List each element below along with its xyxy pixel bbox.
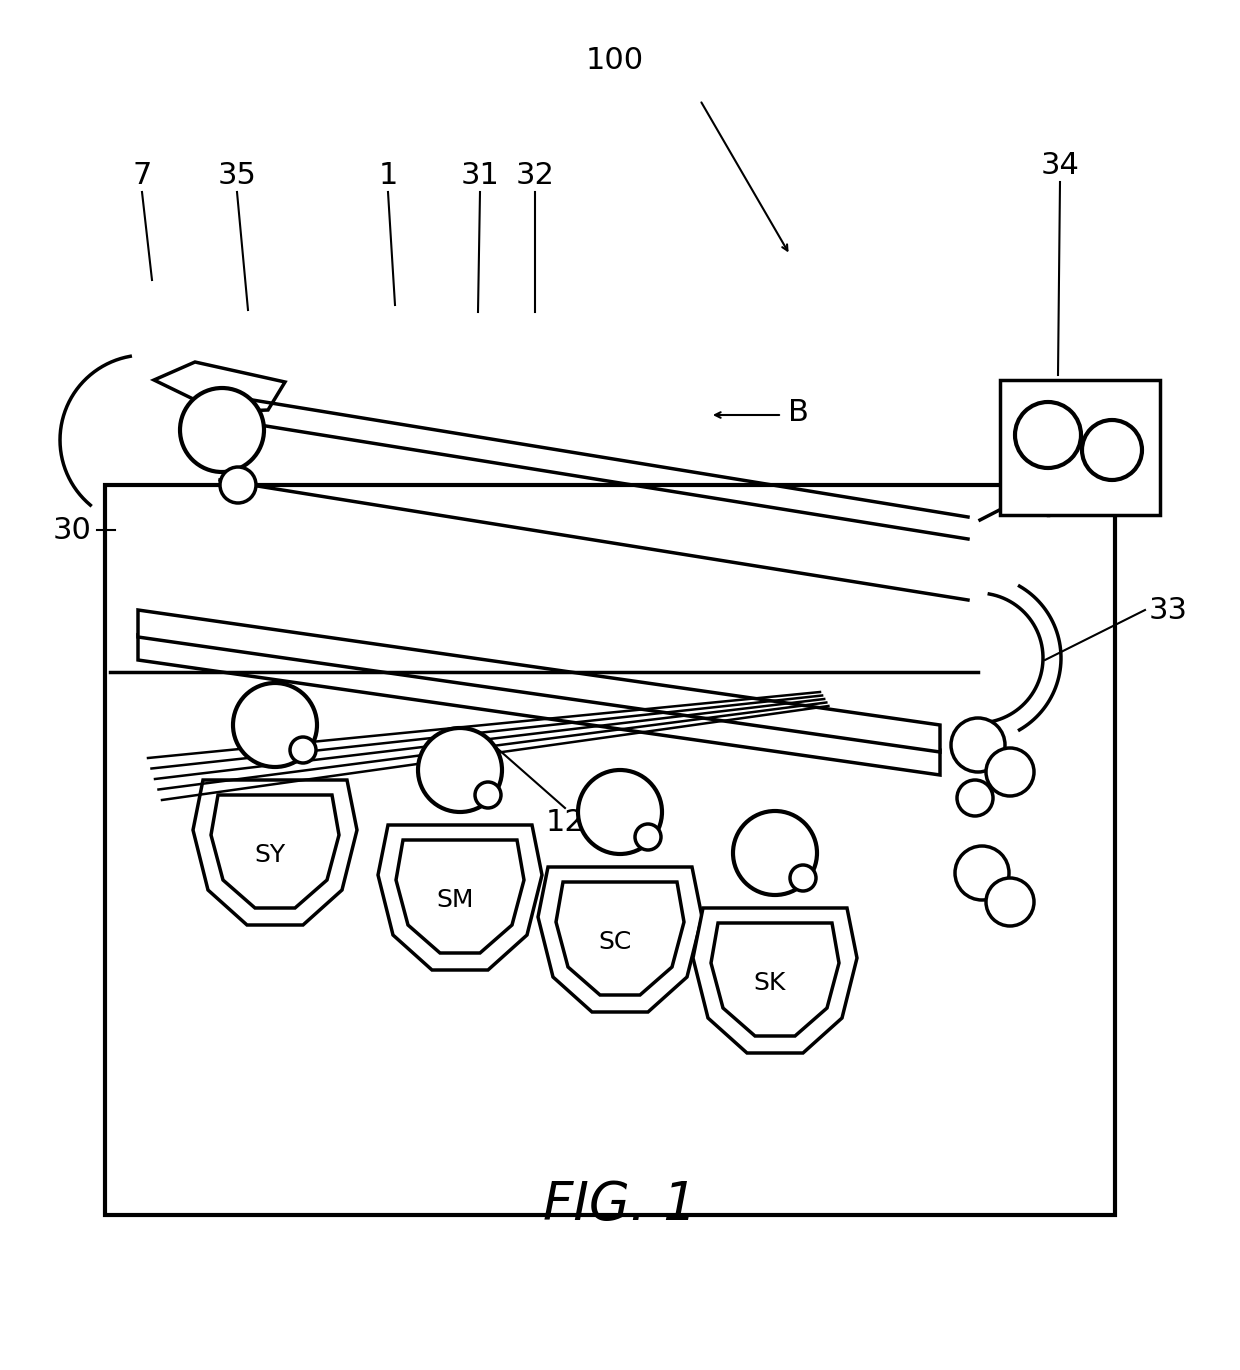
- Circle shape: [733, 811, 817, 895]
- Text: 35: 35: [217, 160, 257, 189]
- Circle shape: [180, 388, 264, 473]
- Text: SM: SM: [436, 888, 474, 912]
- Circle shape: [1083, 421, 1142, 479]
- Polygon shape: [378, 825, 542, 970]
- Polygon shape: [211, 795, 339, 908]
- Text: 12: 12: [546, 807, 584, 837]
- Text: SC: SC: [599, 930, 631, 954]
- Text: 31: 31: [460, 160, 500, 189]
- Circle shape: [955, 847, 1009, 900]
- Circle shape: [957, 780, 993, 817]
- Circle shape: [233, 684, 317, 767]
- Text: 100: 100: [587, 45, 644, 74]
- Circle shape: [578, 770, 662, 854]
- Polygon shape: [396, 840, 525, 954]
- Circle shape: [1016, 401, 1081, 469]
- Circle shape: [986, 878, 1034, 926]
- Polygon shape: [138, 636, 940, 775]
- Text: 30: 30: [52, 515, 92, 544]
- Text: 33: 33: [1148, 596, 1188, 625]
- Text: FIG. 1: FIG. 1: [543, 1180, 697, 1232]
- Circle shape: [418, 727, 502, 812]
- Circle shape: [635, 823, 661, 849]
- Polygon shape: [138, 610, 940, 752]
- Polygon shape: [154, 362, 285, 412]
- Circle shape: [290, 737, 316, 763]
- Circle shape: [951, 718, 1004, 773]
- Circle shape: [790, 864, 816, 890]
- Text: 1: 1: [378, 160, 398, 189]
- Polygon shape: [193, 780, 357, 925]
- Text: SK: SK: [754, 971, 786, 995]
- Polygon shape: [693, 908, 857, 1054]
- Bar: [105, 485, 1115, 1215]
- Circle shape: [475, 782, 501, 808]
- Polygon shape: [538, 867, 702, 1012]
- Text: 32: 32: [516, 160, 554, 189]
- Polygon shape: [556, 882, 684, 995]
- Circle shape: [986, 748, 1034, 796]
- Circle shape: [219, 467, 255, 503]
- Text: B: B: [787, 397, 808, 426]
- Text: SY: SY: [254, 843, 285, 867]
- Bar: [999, 379, 1159, 515]
- Polygon shape: [711, 923, 839, 1036]
- Text: 34: 34: [1040, 151, 1080, 179]
- Text: 7: 7: [133, 160, 151, 189]
